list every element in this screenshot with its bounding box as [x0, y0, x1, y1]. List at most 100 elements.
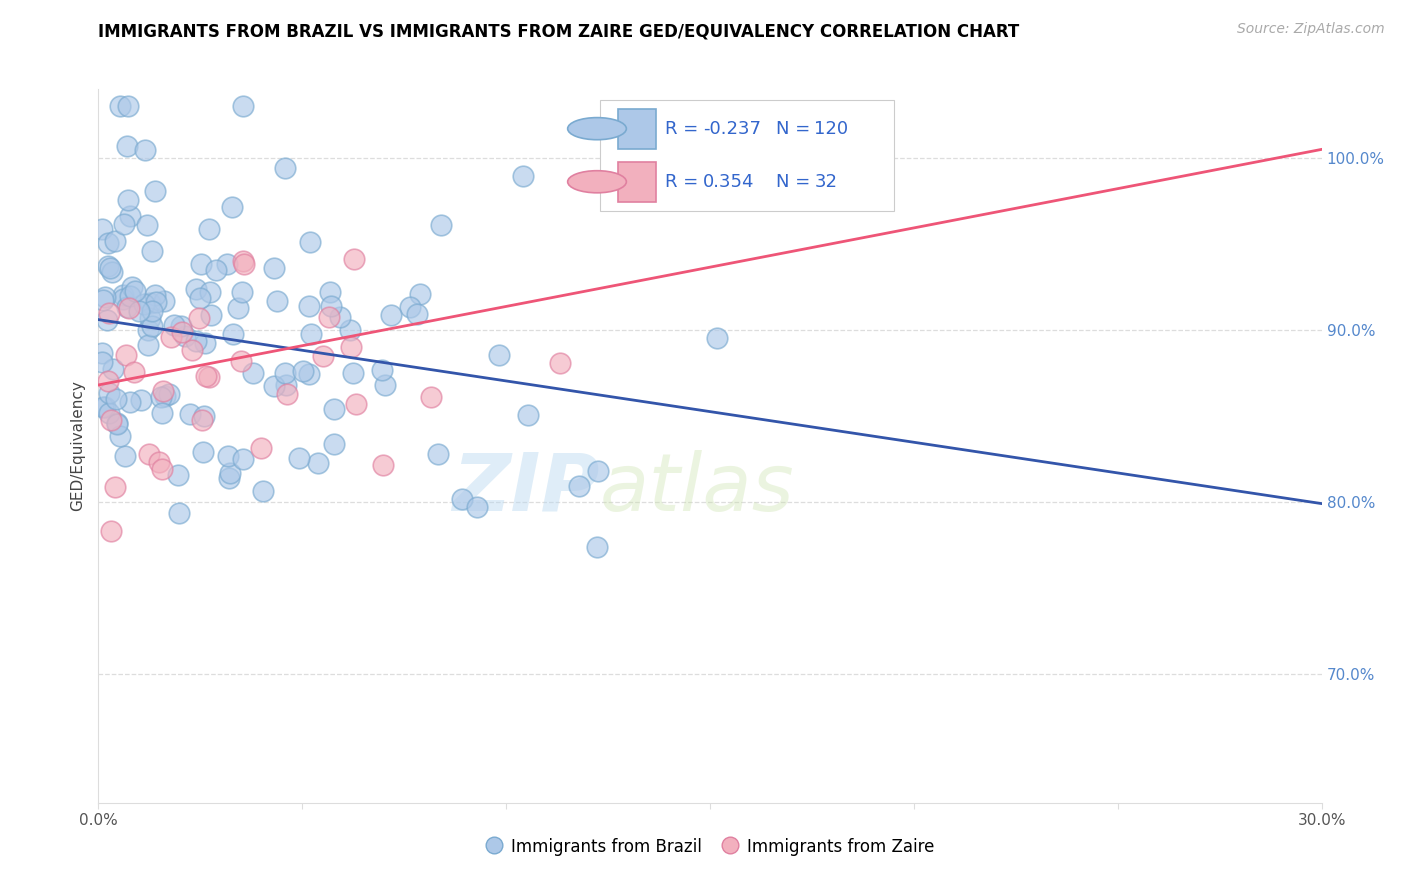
Point — [152, 384, 174, 399]
Point — [231, 285, 253, 300]
Point — [170, 318, 193, 333]
Point — [517, 408, 540, 422]
Point — [263, 261, 285, 276]
Bar — [617, 109, 655, 149]
Point — [94, 400, 117, 414]
Point — [108, 428, 131, 442]
Point — [100, 265, 122, 279]
Point — [329, 310, 352, 324]
Y-axis label: GED/Equivalency: GED/Equivalency — [70, 381, 86, 511]
Point — [276, 378, 298, 392]
Point — [215, 257, 238, 271]
Point — [512, 169, 534, 184]
Point — [193, 409, 215, 423]
Text: N =: N = — [776, 120, 810, 137]
Point — [548, 356, 571, 370]
Point — [274, 366, 297, 380]
Point — [194, 369, 217, 384]
Point — [232, 253, 254, 268]
Point — [138, 447, 160, 461]
Text: -0.237: -0.237 — [703, 120, 761, 137]
Point — [339, 323, 361, 337]
Point — [299, 327, 322, 342]
Point — [141, 304, 163, 318]
Point — [343, 252, 366, 267]
Point — [132, 297, 155, 311]
Point — [105, 416, 128, 430]
Point — [160, 329, 183, 343]
Point — [91, 222, 114, 236]
Point — [568, 478, 591, 492]
Point — [155, 389, 177, 403]
Point — [222, 327, 245, 342]
Point — [98, 306, 121, 320]
Point — [112, 217, 135, 231]
Point — [139, 310, 162, 325]
Point — [148, 455, 170, 469]
Point — [194, 335, 217, 350]
Point — [114, 449, 136, 463]
Point — [179, 408, 201, 422]
Point — [118, 301, 141, 315]
Point — [242, 367, 264, 381]
Point — [100, 524, 122, 538]
Point — [588, 464, 610, 478]
Point — [312, 349, 335, 363]
Point — [205, 262, 228, 277]
Point — [191, 413, 214, 427]
Text: atlas: atlas — [600, 450, 794, 528]
Point — [97, 375, 120, 389]
Point — [115, 138, 138, 153]
Point — [101, 362, 124, 376]
Point — [100, 413, 122, 427]
Point — [232, 99, 254, 113]
Point — [318, 310, 340, 324]
Point — [136, 338, 159, 352]
Text: IMMIGRANTS FROM BRAZIL VS IMMIGRANTS FROM ZAIRE GED/EQUIVALENCY CORRELATION CHAR: IMMIGRANTS FROM BRAZIL VS IMMIGRANTS FRO… — [98, 22, 1019, 40]
Point — [298, 300, 321, 314]
Text: N =: N = — [776, 173, 810, 191]
Point — [276, 387, 298, 401]
Point — [298, 368, 321, 382]
Point — [181, 343, 204, 357]
Point — [98, 261, 121, 276]
Point — [150, 462, 173, 476]
Bar — [617, 161, 655, 202]
Point — [344, 397, 367, 411]
Point — [93, 401, 115, 415]
Point — [451, 492, 474, 507]
Point — [91, 345, 114, 359]
Point — [339, 340, 361, 354]
Point — [111, 292, 134, 306]
Point — [323, 401, 346, 416]
Point — [291, 364, 314, 378]
Point — [96, 313, 118, 327]
Point — [193, 444, 215, 458]
Point — [141, 244, 163, 258]
Point — [371, 362, 394, 376]
Point — [136, 322, 159, 336]
Point — [118, 289, 141, 303]
Circle shape — [568, 118, 626, 140]
Point — [217, 449, 239, 463]
Point — [200, 308, 222, 322]
Text: 32: 32 — [814, 173, 837, 191]
Point — [145, 295, 167, 310]
Point — [198, 222, 221, 236]
Text: ZIP: ZIP — [453, 450, 600, 528]
Point — [97, 259, 120, 273]
Point — [298, 235, 321, 249]
Point — [98, 385, 121, 400]
Point — [174, 329, 197, 343]
Point — [170, 325, 193, 339]
Point — [98, 407, 121, 421]
Point — [157, 387, 180, 401]
Point — [319, 299, 342, 313]
Circle shape — [568, 170, 626, 193]
Legend: Immigrants from Brazil, Immigrants from Zaire: Immigrants from Brazil, Immigrants from … — [479, 831, 941, 863]
Point — [226, 301, 249, 316]
Point — [706, 331, 728, 345]
Point — [118, 395, 141, 409]
Point — [163, 318, 186, 333]
Point — [117, 99, 139, 113]
